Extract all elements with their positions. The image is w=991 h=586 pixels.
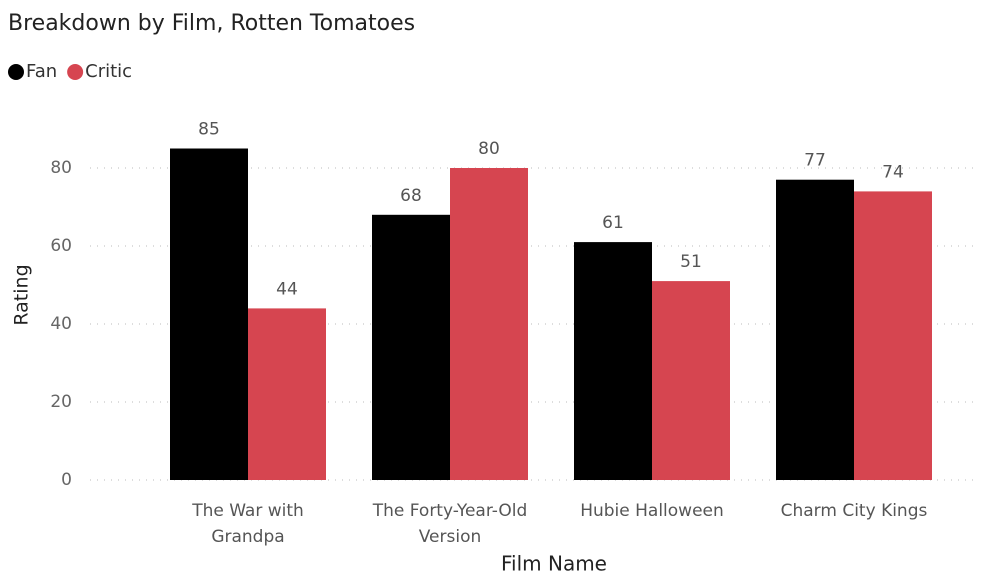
bar	[248, 308, 326, 480]
x-tick-label: The Forty-Year-Old Version	[372, 501, 528, 547]
data-label: 74	[882, 162, 904, 182]
y-tick-label: 40	[50, 314, 72, 334]
bar	[450, 168, 528, 480]
bar	[372, 214, 450, 481]
data-label: 80	[478, 139, 500, 159]
data-label: 77	[804, 151, 826, 171]
bar	[854, 191, 932, 480]
y-tick-label: 80	[50, 158, 72, 178]
data-label: 61	[602, 213, 624, 233]
data-label: 51	[680, 252, 702, 272]
y-axis-title: Rating	[11, 264, 33, 325]
legend-marker	[8, 64, 24, 80]
data-label: 44	[276, 279, 298, 299]
x-axis-title: Film Name	[501, 552, 607, 576]
x-tick-label: Charm City Kings	[780, 501, 928, 521]
x-tick-label: The War with Grandpa	[192, 501, 304, 547]
legend-label: Critic	[85, 61, 132, 82]
bar	[574, 242, 652, 480]
y-tick-label: 0	[61, 470, 72, 490]
bar	[652, 281, 730, 480]
bar	[776, 179, 854, 480]
data-label: 85	[198, 120, 220, 140]
y-tick-label: 20	[50, 392, 72, 412]
y-tick-label: 60	[50, 236, 72, 256]
bar	[170, 148, 248, 480]
chart-title: Breakdown by Film, Rotten Tomatoes	[8, 11, 415, 36]
legend-marker	[67, 64, 84, 80]
legend-label: Fan	[26, 61, 57, 82]
x-tick-label: Hubie Halloween	[580, 501, 724, 521]
data-label: 68	[400, 186, 422, 206]
